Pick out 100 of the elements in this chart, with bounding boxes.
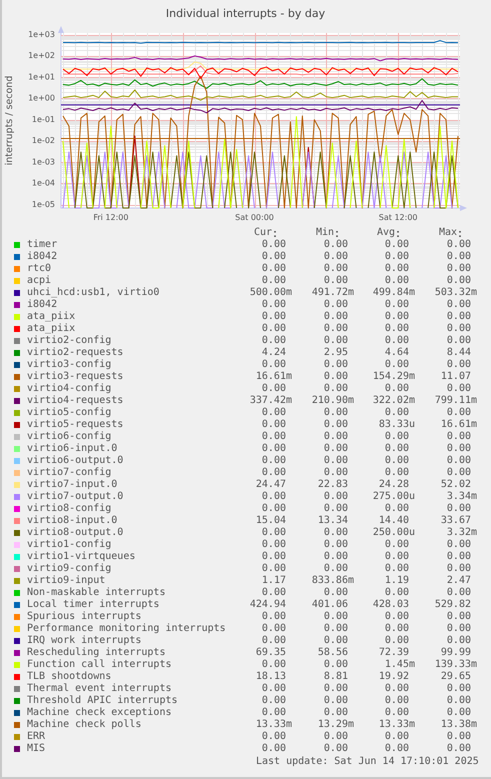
- data-label: 0.00: [262, 359, 286, 372]
- data-label: 0.00: [324, 743, 348, 756]
- legend-label: ata_piix: [27, 311, 76, 323]
- chart-title: Individual interrupts - by day: [164, 7, 326, 20]
- legend-label: MIS: [27, 743, 46, 756]
- data-label: 154.29m: [372, 371, 415, 384]
- legend-label: virtio9-config: [27, 563, 112, 575]
- category-label: Cur: [254, 227, 272, 239]
- data-label: 0.00: [324, 539, 348, 552]
- data-label: 0.00: [384, 239, 409, 252]
- legend-label: virtio3-requests: [27, 371, 124, 383]
- data-label: 0.00: [446, 467, 471, 480]
- data-label: 428.03: [372, 599, 409, 612]
- legend-label: virtio7-output.0: [27, 491, 124, 503]
- legend-label: timer: [27, 239, 58, 251]
- data-label: 0.00: [324, 299, 348, 312]
- legend-label: Spurious interrupts: [27, 611, 142, 623]
- data-label: 0.00: [324, 239, 348, 252]
- legend-label: virtio7-config: [27, 467, 112, 479]
- data-label: 322.02m: [372, 395, 415, 408]
- data-label: 0.00: [324, 383, 348, 396]
- data-label: 22.83: [318, 479, 348, 492]
- data-label: 0.00: [262, 467, 286, 480]
- data-label: 0.00: [324, 695, 348, 708]
- category-label: Min: [316, 227, 334, 239]
- data-label: 0.00: [446, 431, 471, 444]
- x-tick-label: Fri 12:00: [93, 212, 128, 222]
- legend-label: acpi: [27, 275, 52, 287]
- data-label: 0.00: [262, 239, 286, 252]
- data-label: 13.34: [318, 515, 348, 528]
- data-label: 0.00: [262, 659, 286, 672]
- data-label: 13.33m: [256, 719, 292, 732]
- data-label: 0.00: [446, 707, 471, 720]
- data-label: 0.00: [262, 587, 286, 600]
- data-label: 0.00: [446, 695, 471, 708]
- data-label: 499.84m: [372, 287, 415, 300]
- legend-label: virtio4-requests: [27, 395, 124, 407]
- legend-label: virtio2-requests: [27, 347, 124, 359]
- data-label: 0.00: [324, 323, 348, 336]
- data-label: 0.00: [262, 251, 286, 264]
- legend-label: virtio8-input.0: [27, 515, 118, 527]
- legend-label: Threshold APIC interrupts: [27, 695, 178, 707]
- data-label: 0.00: [324, 467, 348, 480]
- data-label: 0.00: [446, 623, 471, 636]
- data-label: 337.42m: [250, 395, 292, 408]
- category-label: Max: [438, 227, 457, 239]
- legend-label: uhci_hcd:usb1, virtio0: [27, 287, 160, 299]
- data-label: 0.00: [446, 551, 471, 564]
- data-label: 0.00: [384, 635, 409, 648]
- data-label: 0.00: [384, 563, 409, 576]
- data-label: 424.94: [250, 599, 286, 612]
- data-label: 0.00: [324, 611, 348, 624]
- data-label: 0.00: [262, 311, 286, 324]
- data-label: 210.90m: [312, 395, 354, 408]
- legend-label: virtio8-output.0: [27, 527, 124, 539]
- data-label: 0.00: [262, 383, 286, 396]
- legend-label: virtio2-config: [27, 335, 112, 347]
- data-label: 401.06: [312, 599, 348, 612]
- data-label: 0.00: [384, 467, 409, 480]
- data-label: 0.00: [262, 683, 286, 696]
- data-label: 0.00: [324, 407, 348, 420]
- y-tick-label: 1e-04: [32, 178, 55, 188]
- legend-label: ata_piix: [27, 323, 76, 335]
- data-label: 0.00: [262, 539, 286, 552]
- data-label: 72.39: [378, 647, 409, 660]
- data-label: 0.00: [384, 311, 409, 324]
- legend-label: Local timer interrupts: [27, 599, 160, 611]
- data-label: 69.35: [256, 647, 286, 660]
- data-label: 13.38m: [440, 719, 477, 732]
- data-label: 500.00m: [250, 287, 292, 300]
- data-label: 0.00: [384, 587, 409, 600]
- data-label: 0.00: [262, 707, 286, 720]
- data-label: 0.00: [446, 743, 471, 756]
- data-label: 0.00: [446, 299, 471, 312]
- data-label: 0.00: [384, 383, 409, 396]
- legend-label: virtio6-output.0: [27, 455, 124, 467]
- data-label: 0.00: [446, 311, 471, 324]
- data-label: 529.82: [434, 599, 471, 612]
- data-label: 0.00: [324, 251, 348, 264]
- data-label: 19.92: [378, 671, 409, 684]
- data-label: 0.00: [384, 683, 409, 696]
- legend-label: i8042: [27, 251, 58, 264]
- legend-label: i8042: [27, 299, 58, 311]
- y-tick-label: 1e-01: [32, 114, 55, 124]
- data-label: 0.00: [384, 623, 409, 636]
- data-label: 0.00: [324, 659, 348, 672]
- data-label: 4.64: [384, 347, 409, 360]
- data-label: 0.00: [262, 455, 286, 468]
- data-label: 52.02: [440, 479, 471, 492]
- data-label: 0.00: [262, 623, 286, 636]
- legend-label: virtio9-input: [27, 575, 106, 587]
- data-label: 0.00: [262, 551, 286, 564]
- data-label: 0.00: [384, 407, 409, 420]
- data-label: 0.00: [446, 587, 471, 600]
- data-label: 0.00: [446, 323, 471, 336]
- data-label: 0.00: [262, 263, 286, 276]
- data-label: 0.00: [262, 419, 286, 432]
- data-label: 0.00: [324, 443, 348, 456]
- data-label: 0.00: [384, 731, 409, 744]
- data-label: 0.00: [324, 683, 348, 696]
